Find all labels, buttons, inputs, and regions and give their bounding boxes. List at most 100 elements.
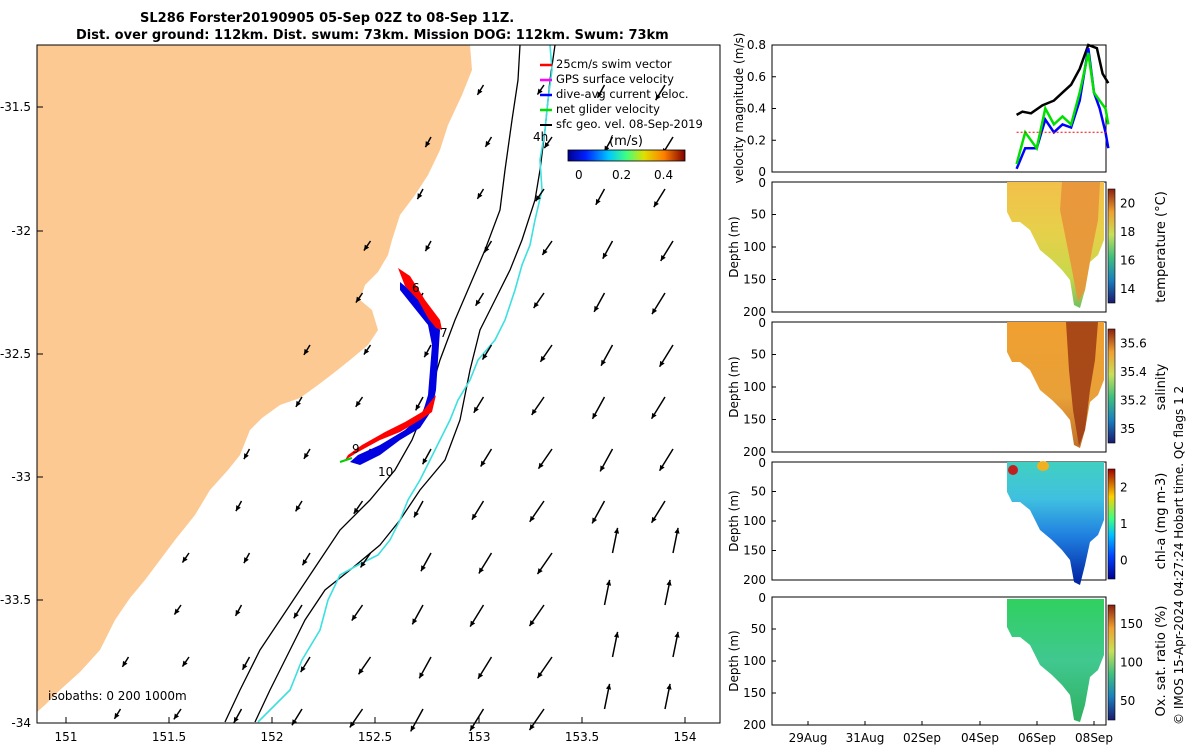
sfc-arrowhead-73 xyxy=(666,579,672,586)
sfc-arrowhead-76 xyxy=(242,663,248,670)
panel1-cbtick-1: 35.2 xyxy=(1120,393,1147,407)
velocity-series xyxy=(1015,43,1110,170)
map-xtick-0: 151 xyxy=(55,730,78,744)
sfc-arrowhead-22 xyxy=(475,299,481,306)
panel3-cblabel: Ox. sat. ratio (%) xyxy=(1154,606,1169,717)
sfc-arrowhead-38 xyxy=(592,412,598,419)
sfc-arrowhead-29 xyxy=(482,353,488,360)
sfc-arrowhead-81 xyxy=(537,672,543,679)
legend-label-dive: dive-avg current veloc. xyxy=(556,87,689,101)
legend-label-net: net glider velocity xyxy=(556,102,660,116)
oxygen-field xyxy=(1007,599,1104,722)
time-xtick-0: 29Aug xyxy=(789,731,828,745)
sfc-arrowhead-50 xyxy=(353,507,359,514)
sfc-arrowhead-68 xyxy=(351,614,357,621)
sfc-arrowhead-17 xyxy=(542,249,548,255)
sfc-arrowhead-6 xyxy=(544,142,550,149)
sfc-arrowhead-60 xyxy=(420,565,426,572)
panel0-cbtick-2: 18 xyxy=(1120,225,1135,239)
panel0-cblabel: temperature (°C) xyxy=(1154,191,1169,303)
map-xtick-4: 153 xyxy=(468,730,491,744)
panel3-ylabel: Depth (m) xyxy=(727,630,741,691)
sfc-arrowhead-89 xyxy=(410,725,416,732)
sfc-arrowhead-87 xyxy=(291,719,298,726)
panel0-cbtick-3: 20 xyxy=(1120,196,1135,210)
sfc-arrowhead-56 xyxy=(182,556,188,563)
sfc-arrowhead-71 xyxy=(529,620,535,627)
map-ytick-4: -33.5 xyxy=(0,593,31,607)
map-xtick-5: 153.5 xyxy=(565,730,599,744)
sfc-arrowhead-9 xyxy=(417,193,423,200)
sfc-arrowhead-92 xyxy=(605,683,612,690)
map-colorbar-tick-1: 0.2 xyxy=(612,168,631,182)
day-marker-10: 10 xyxy=(378,465,393,479)
sfc-arrowhead-18 xyxy=(602,252,608,259)
panel0-ytick-1: 100 xyxy=(743,240,766,254)
chla-field xyxy=(1007,462,1104,585)
panel3-ytick-3: 200 xyxy=(743,718,766,732)
panel2-ytick-3: 200 xyxy=(743,573,766,587)
legend-label-sfc: sfc geo. vel. 08-Sep-2019 xyxy=(556,117,703,131)
sfc-arrowhead-70 xyxy=(470,620,476,627)
sfc-arrowhead-28 xyxy=(424,351,430,358)
panel3-ytick-1: 100 xyxy=(743,654,766,668)
sfc-arrowhead-67 xyxy=(293,612,299,619)
panel2-ylabel: Depth (m) xyxy=(727,490,741,551)
salinity-high-core xyxy=(1066,322,1098,446)
surface-velocity-arrows xyxy=(113,84,680,732)
day-marker-6: 6 xyxy=(412,281,420,295)
track-cyan xyxy=(257,44,553,723)
sfc-arrowhead-55 xyxy=(651,516,657,523)
net-glider-track xyxy=(339,457,353,463)
sfc-arrowhead-82 xyxy=(613,631,620,638)
panel1-cblabel: salinity xyxy=(1154,363,1169,410)
sfc-arrowhead-79 xyxy=(419,672,425,679)
sfc-arrowhead-91 xyxy=(529,724,535,731)
sfc-arrowhead-46 xyxy=(600,465,606,472)
map-ytick-0: -31.5 xyxy=(0,100,31,114)
panel3-cbtick-2: 150 xyxy=(1120,617,1143,631)
sfc-arrowhead-69 xyxy=(412,618,418,625)
sfc-arrowhead-64 xyxy=(674,527,680,534)
sfc-arrowhead-43 xyxy=(422,458,428,465)
chart-subtitle: Dist. over ground: 112km. Dist. swum: 73… xyxy=(76,28,669,43)
panel1-cbtick-2: 35.4 xyxy=(1120,365,1147,379)
sfc-arrowhead-40 xyxy=(243,453,249,460)
panel0-cbtick-1: 16 xyxy=(1120,253,1135,267)
velocity-panel-frame xyxy=(771,44,1107,173)
credit-text: © IMOS 15-Apr-2024 04:27:24 Hobart time.… xyxy=(1172,386,1186,725)
panel0-ytick-0: 50 xyxy=(751,208,766,222)
sfc-arrowhead-65 xyxy=(174,608,180,615)
sfc-arrowhead-47 xyxy=(659,464,665,471)
sfc-arrowhead-5 xyxy=(485,140,491,147)
map-xtick-2: 152 xyxy=(261,730,284,744)
sfc-arrowhead-19 xyxy=(660,255,666,261)
panel0-ytick-3: 200 xyxy=(743,305,766,319)
sfc-arrowhead-39 xyxy=(651,412,657,419)
panel3-cbtick-0: 50 xyxy=(1120,694,1135,708)
velocity-series-2 xyxy=(1015,52,1110,165)
sfc-arrowhead-23 xyxy=(533,302,539,309)
panel1-ytick-3: 200 xyxy=(743,445,766,459)
map-xtick-1: 151.5 xyxy=(152,730,186,744)
sfc-arrowhead-52 xyxy=(471,513,478,520)
map-xtick-6: 154 xyxy=(674,730,697,744)
panel1-cbtick-3: 35.6 xyxy=(1120,336,1147,350)
sfc-arrowhead-72 xyxy=(605,579,612,586)
sfc-arrowhead-1 xyxy=(537,88,543,95)
panel3-cbtick-1: 100 xyxy=(1120,656,1143,670)
isobaths-label: isobaths: 0 200 1000m xyxy=(48,689,187,703)
panel0-cbtick-0: 14 xyxy=(1120,282,1135,296)
panel3-ytick-2: 150 xyxy=(743,686,766,700)
panel2-cbtick-1: 1 xyxy=(1120,517,1128,531)
sfc-arrowhead-14 xyxy=(363,244,370,251)
velocity-ytick-4: 0.8 xyxy=(747,38,766,52)
sfc-arrowhead-35 xyxy=(415,404,421,411)
sfc-arrowhead-66 xyxy=(235,609,241,616)
sfc-arrowhead-13 xyxy=(653,201,659,208)
map-xtick-3: 152.5 xyxy=(358,730,392,744)
oxygen-colorbar xyxy=(1107,604,1116,721)
